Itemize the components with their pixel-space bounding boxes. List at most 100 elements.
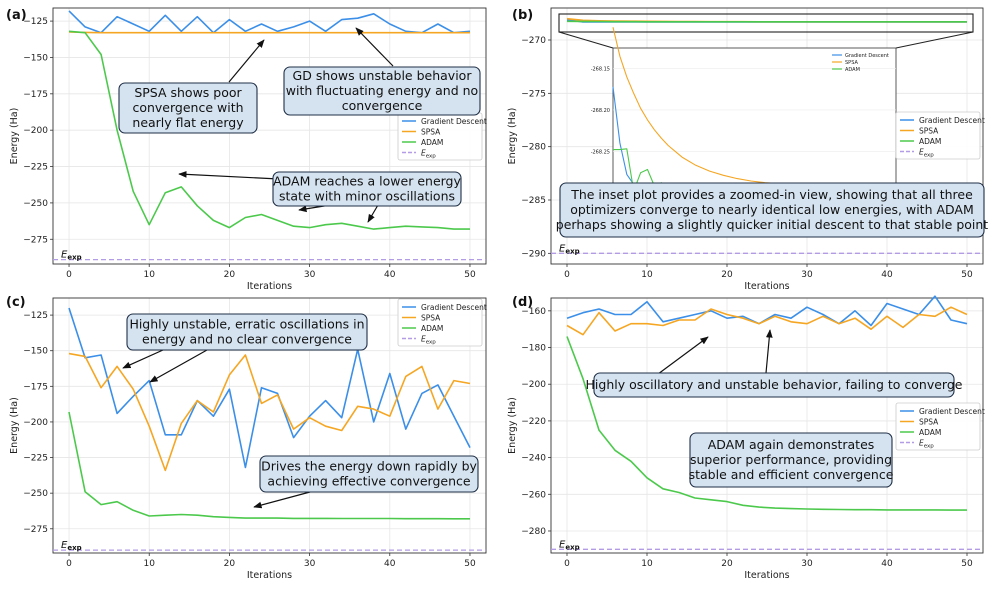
inset-frame xyxy=(612,47,897,206)
annotation-text: superior performance, providing xyxy=(690,452,892,467)
legend-label: ADAM xyxy=(421,324,443,333)
series-line-spsa xyxy=(68,352,471,472)
y-tick-label: −240 xyxy=(521,454,546,464)
y-tick-label: −275 xyxy=(23,525,48,535)
x-tick-label: 50 xyxy=(961,270,973,280)
zoom-region-box xyxy=(558,13,974,33)
annotation-2: Drives the energy down rapidly byachievi… xyxy=(253,455,479,509)
y-tick-label: −125 xyxy=(23,311,48,321)
legend-label: Gradient Descent xyxy=(421,117,487,126)
legend-label: SPSA xyxy=(919,418,939,427)
y-tick-label: −175 xyxy=(23,90,48,100)
legend-label-eexp: Eexp xyxy=(421,149,436,160)
x-axis-label: Iterations xyxy=(744,570,789,581)
annotation-box xyxy=(283,66,481,116)
legend-box xyxy=(895,402,981,451)
x-tick-label: 20 xyxy=(721,270,733,280)
panel-b: (b) 0 10 20 30 40 50 −290 −285 −280 −275 −270 Iterat… xyxy=(507,7,988,292)
annotation-text: convergence xyxy=(342,98,423,113)
y-tick-label: −220 xyxy=(521,417,546,427)
series-line-spsa xyxy=(68,31,470,34)
series-line-adam xyxy=(68,411,470,520)
y-tick-label: −160 xyxy=(521,307,546,317)
x-tick-label: 0 xyxy=(66,559,72,569)
legend-label: SPSA xyxy=(919,127,939,136)
y-tick-label: −275 xyxy=(23,235,48,245)
inset-y-tick-label: -268.25 xyxy=(591,149,610,155)
annotation-text: optimizers converge to nearly identical … xyxy=(570,202,974,217)
inset-legend-label: ADAM xyxy=(845,67,860,73)
x-tick-label: 10 xyxy=(143,559,155,569)
x-tick-label: 50 xyxy=(961,559,973,569)
panel-label: (c) xyxy=(6,295,26,310)
y-tick-label: −280 xyxy=(521,527,546,537)
annotation-box xyxy=(559,182,985,238)
annotation-text: GD shows unstable behavior xyxy=(293,68,473,83)
y-tick-label: −200 xyxy=(23,418,48,428)
x-tick-label: 30 xyxy=(801,559,813,569)
x-tick-label: 50 xyxy=(464,270,476,280)
y-axis-label: Energy (Ha) xyxy=(507,397,518,454)
x-tick-label: 30 xyxy=(304,270,316,280)
annotation-text: with fluctuating energy and no xyxy=(286,83,478,98)
x-axis-label: Iterations xyxy=(247,570,292,581)
eexp-label: Eexp xyxy=(559,243,580,255)
x-tick-label: 20 xyxy=(224,559,236,569)
y-tick-label: −175 xyxy=(23,382,48,392)
legend-box xyxy=(895,111,981,160)
y-tick-label: −225 xyxy=(23,454,48,464)
x-tick-label: 20 xyxy=(721,559,733,569)
panel-label: (a) xyxy=(6,8,27,23)
panel-c: (c) 0 10 20 30 40 50 −275 −250 −225 −200 −175 −150 −1… xyxy=(6,295,487,581)
legend-box xyxy=(397,298,483,347)
panel-label: (b) xyxy=(512,8,533,23)
x-tick-label: 0 xyxy=(564,270,570,280)
x-tick-label: 10 xyxy=(143,270,155,280)
y-tick-label: −125 xyxy=(23,17,48,27)
y-tick-label: −260 xyxy=(521,490,546,500)
y-tick-label: −290 xyxy=(521,249,546,259)
series-line-adam xyxy=(566,336,967,511)
annotation-text: state with minor oscillations xyxy=(279,189,455,204)
zoom-connector-right xyxy=(895,31,974,49)
eexp-label: Eexp xyxy=(61,540,82,552)
annotation-text: ADAM reaches a lower energy xyxy=(273,174,461,189)
x-tick-label: 0 xyxy=(66,270,72,280)
x-tick-label: 10 xyxy=(641,270,653,280)
legend-label-eexp: Eexp xyxy=(919,148,934,159)
annotation-box xyxy=(593,372,955,398)
x-tick-label: 40 xyxy=(881,559,893,569)
panel-d: (d) 0 10 20 30 40 50 −280 −260 −240 −220 −200 −180 −1… xyxy=(507,295,985,581)
y-tick-label: −225 xyxy=(23,163,48,173)
annotation-arrow xyxy=(367,204,379,223)
plot-frame xyxy=(52,297,487,554)
y-tick-label: −280 xyxy=(521,143,546,153)
legend-label-eexp: Eexp xyxy=(919,439,934,450)
zoom-connector-left xyxy=(558,31,614,49)
annotation-arrow xyxy=(149,349,208,383)
series-line-gradient-descent xyxy=(68,10,471,34)
legend-label: Gradient Descent xyxy=(919,116,985,125)
eexp-label: Eexp xyxy=(61,250,82,262)
annotation-text: Highly oscillatory and unstable behavior… xyxy=(586,377,963,392)
x-tick-label: 10 xyxy=(641,559,653,569)
x-axis-label: Iterations xyxy=(247,281,292,292)
y-axis-label: Energy (Ha) xyxy=(507,108,518,165)
y-tick-label: −150 xyxy=(23,347,48,357)
inset-legend-label: Gradient Descent xyxy=(845,53,889,59)
annotation-box xyxy=(259,455,479,493)
x-tick-label: 40 xyxy=(881,270,893,280)
annotation-arrow xyxy=(653,336,709,378)
legend-label: ADAM xyxy=(421,138,443,147)
annotation-arrow xyxy=(122,349,164,369)
annotation-box xyxy=(272,171,462,207)
annotation-arrow xyxy=(253,491,311,509)
annotation-text: achieving effective convergence xyxy=(267,474,470,489)
x-tick-label: 40 xyxy=(384,559,396,569)
y-tick-label: −250 xyxy=(23,489,48,499)
